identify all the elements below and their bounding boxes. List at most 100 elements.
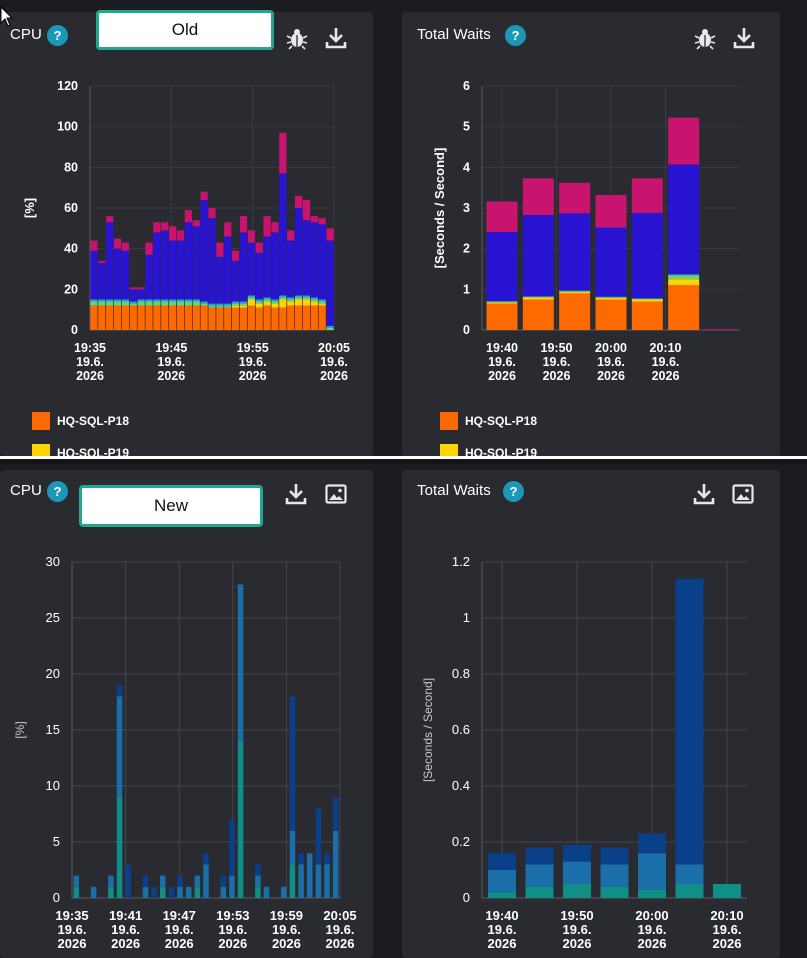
y-tick-label: 0 <box>71 323 78 337</box>
x-tick-label: 19.6. <box>58 922 87 937</box>
bar-segment <box>192 305 200 330</box>
x-tick-label: 20:00 <box>635 908 668 923</box>
x-tick-label: 19:53 <box>216 908 249 923</box>
bar-segment <box>239 307 248 330</box>
bar-segment <box>595 299 627 330</box>
bar-segment <box>279 295 287 298</box>
bar-segment <box>229 875 235 898</box>
x-tick-label: 19.6. <box>543 355 571 369</box>
bar-segment <box>559 213 591 291</box>
bar-segment <box>184 299 192 302</box>
bar-segment <box>168 886 175 898</box>
bar-segment <box>90 305 98 330</box>
x-tick-label: 19.6. <box>488 922 517 937</box>
old-cpu-chart: 02040608010012019:3519.6.202619:4519.6.2… <box>22 79 350 383</box>
bar-segment <box>638 889 666 898</box>
download-icon[interactable] <box>324 26 348 50</box>
download-icon[interactable] <box>732 26 756 50</box>
help-icon[interactable]: ? <box>505 25 526 46</box>
download-icon[interactable] <box>284 482 308 506</box>
image-icon[interactable] <box>324 482 348 506</box>
x-tick-label: 2026 <box>218 936 247 951</box>
bar-segment <box>90 299 98 302</box>
bar-segment <box>668 285 700 330</box>
bar-segment <box>121 250 130 300</box>
legend-item[interactable]: HQ-SQL-P19 <box>32 442 129 456</box>
bar-segment <box>121 242 130 251</box>
bar-segment <box>203 864 209 898</box>
x-tick-label: 20:00 <box>595 341 627 355</box>
bar-segment <box>161 305 169 330</box>
bar-segment <box>289 830 296 865</box>
bar-segment <box>318 299 326 302</box>
bar-segment <box>224 305 232 308</box>
y-axis-title: [Seconds / Second] <box>421 678 435 782</box>
old-waits-chart: 012345619:4019.6.202619:5019.6.202620:00… <box>432 79 740 383</box>
y-tick-label: 4 <box>463 160 470 174</box>
bar-segment <box>263 305 271 330</box>
image-icon[interactable] <box>731 482 755 506</box>
bar-segment <box>668 275 700 280</box>
bar-segment <box>125 864 131 898</box>
bar-segment <box>324 853 330 865</box>
bar-segment <box>239 232 248 302</box>
bar-segment <box>90 240 98 251</box>
legend-item[interactable]: HQ-SQL-P18 <box>440 410 537 432</box>
bar-segment <box>563 861 591 884</box>
bar-segment <box>203 853 209 865</box>
help-icon[interactable]: ? <box>503 481 524 502</box>
x-tick-label: 2026 <box>488 369 516 383</box>
bar-segment <box>192 226 200 300</box>
legend-item[interactable]: HQ-SQL-P18 <box>32 410 129 432</box>
bar-segment <box>713 884 741 898</box>
bar-segment <box>129 305 137 330</box>
bar-segment <box>595 297 627 300</box>
bar-segment <box>113 301 122 306</box>
bar-segment <box>153 305 161 330</box>
bar-segment <box>153 299 161 302</box>
new-waits-chart: 00.20.40.60.811.219:4019.6.202619:5019.6… <box>421 554 747 951</box>
bar-segment <box>600 847 629 865</box>
bar-segment <box>232 250 240 261</box>
bar-segment <box>298 864 304 898</box>
bar-segment <box>318 224 326 300</box>
bar-segment <box>145 305 153 330</box>
x-tick-label: 2026 <box>597 369 625 383</box>
bar-segment <box>302 220 311 296</box>
bar-segment <box>289 864 296 898</box>
y-tick-label: 20 <box>46 666 60 681</box>
bar-segment <box>216 305 224 308</box>
legend-item[interactable]: HQ-SQL-P19 <box>440 442 537 456</box>
x-tick-label: 19:41 <box>109 908 142 923</box>
bar-segment <box>184 305 192 330</box>
bar-segment <box>247 295 255 298</box>
bar-segment <box>279 132 287 174</box>
x-tick-label: 2026 <box>326 936 355 951</box>
bar-segment <box>137 305 145 330</box>
bar-segment <box>98 299 106 302</box>
y-axis-title: [Seconds / Second] <box>432 148 447 269</box>
bug-icon[interactable] <box>693 26 717 50</box>
panel-title: Total Waits <box>417 26 491 43</box>
bar-segment <box>488 870 516 893</box>
download-icon[interactable] <box>692 482 716 506</box>
bar-segment <box>176 305 185 330</box>
new-cpu-chart: 05101520253019:3519.6.202619:4119.6.2026… <box>13 554 357 951</box>
bar-segment <box>315 808 322 865</box>
help-icon[interactable]: ? <box>47 25 68 46</box>
bar-segment <box>704 329 736 330</box>
bar-segment <box>287 240 295 298</box>
bar-segment <box>631 301 663 330</box>
bug-icon[interactable] <box>285 26 309 50</box>
bar-segment <box>208 208 216 219</box>
help-icon[interactable]: ? <box>47 481 68 502</box>
bar-segment <box>310 305 318 330</box>
bar-segment <box>200 191 208 200</box>
panel-title: CPU <box>10 26 42 43</box>
bar-segment <box>108 875 114 887</box>
x-tick-label: 19:59 <box>270 908 303 923</box>
panel-title: Total Waits <box>417 482 491 499</box>
bar-segment <box>318 303 326 306</box>
bar-segment <box>302 297 311 300</box>
